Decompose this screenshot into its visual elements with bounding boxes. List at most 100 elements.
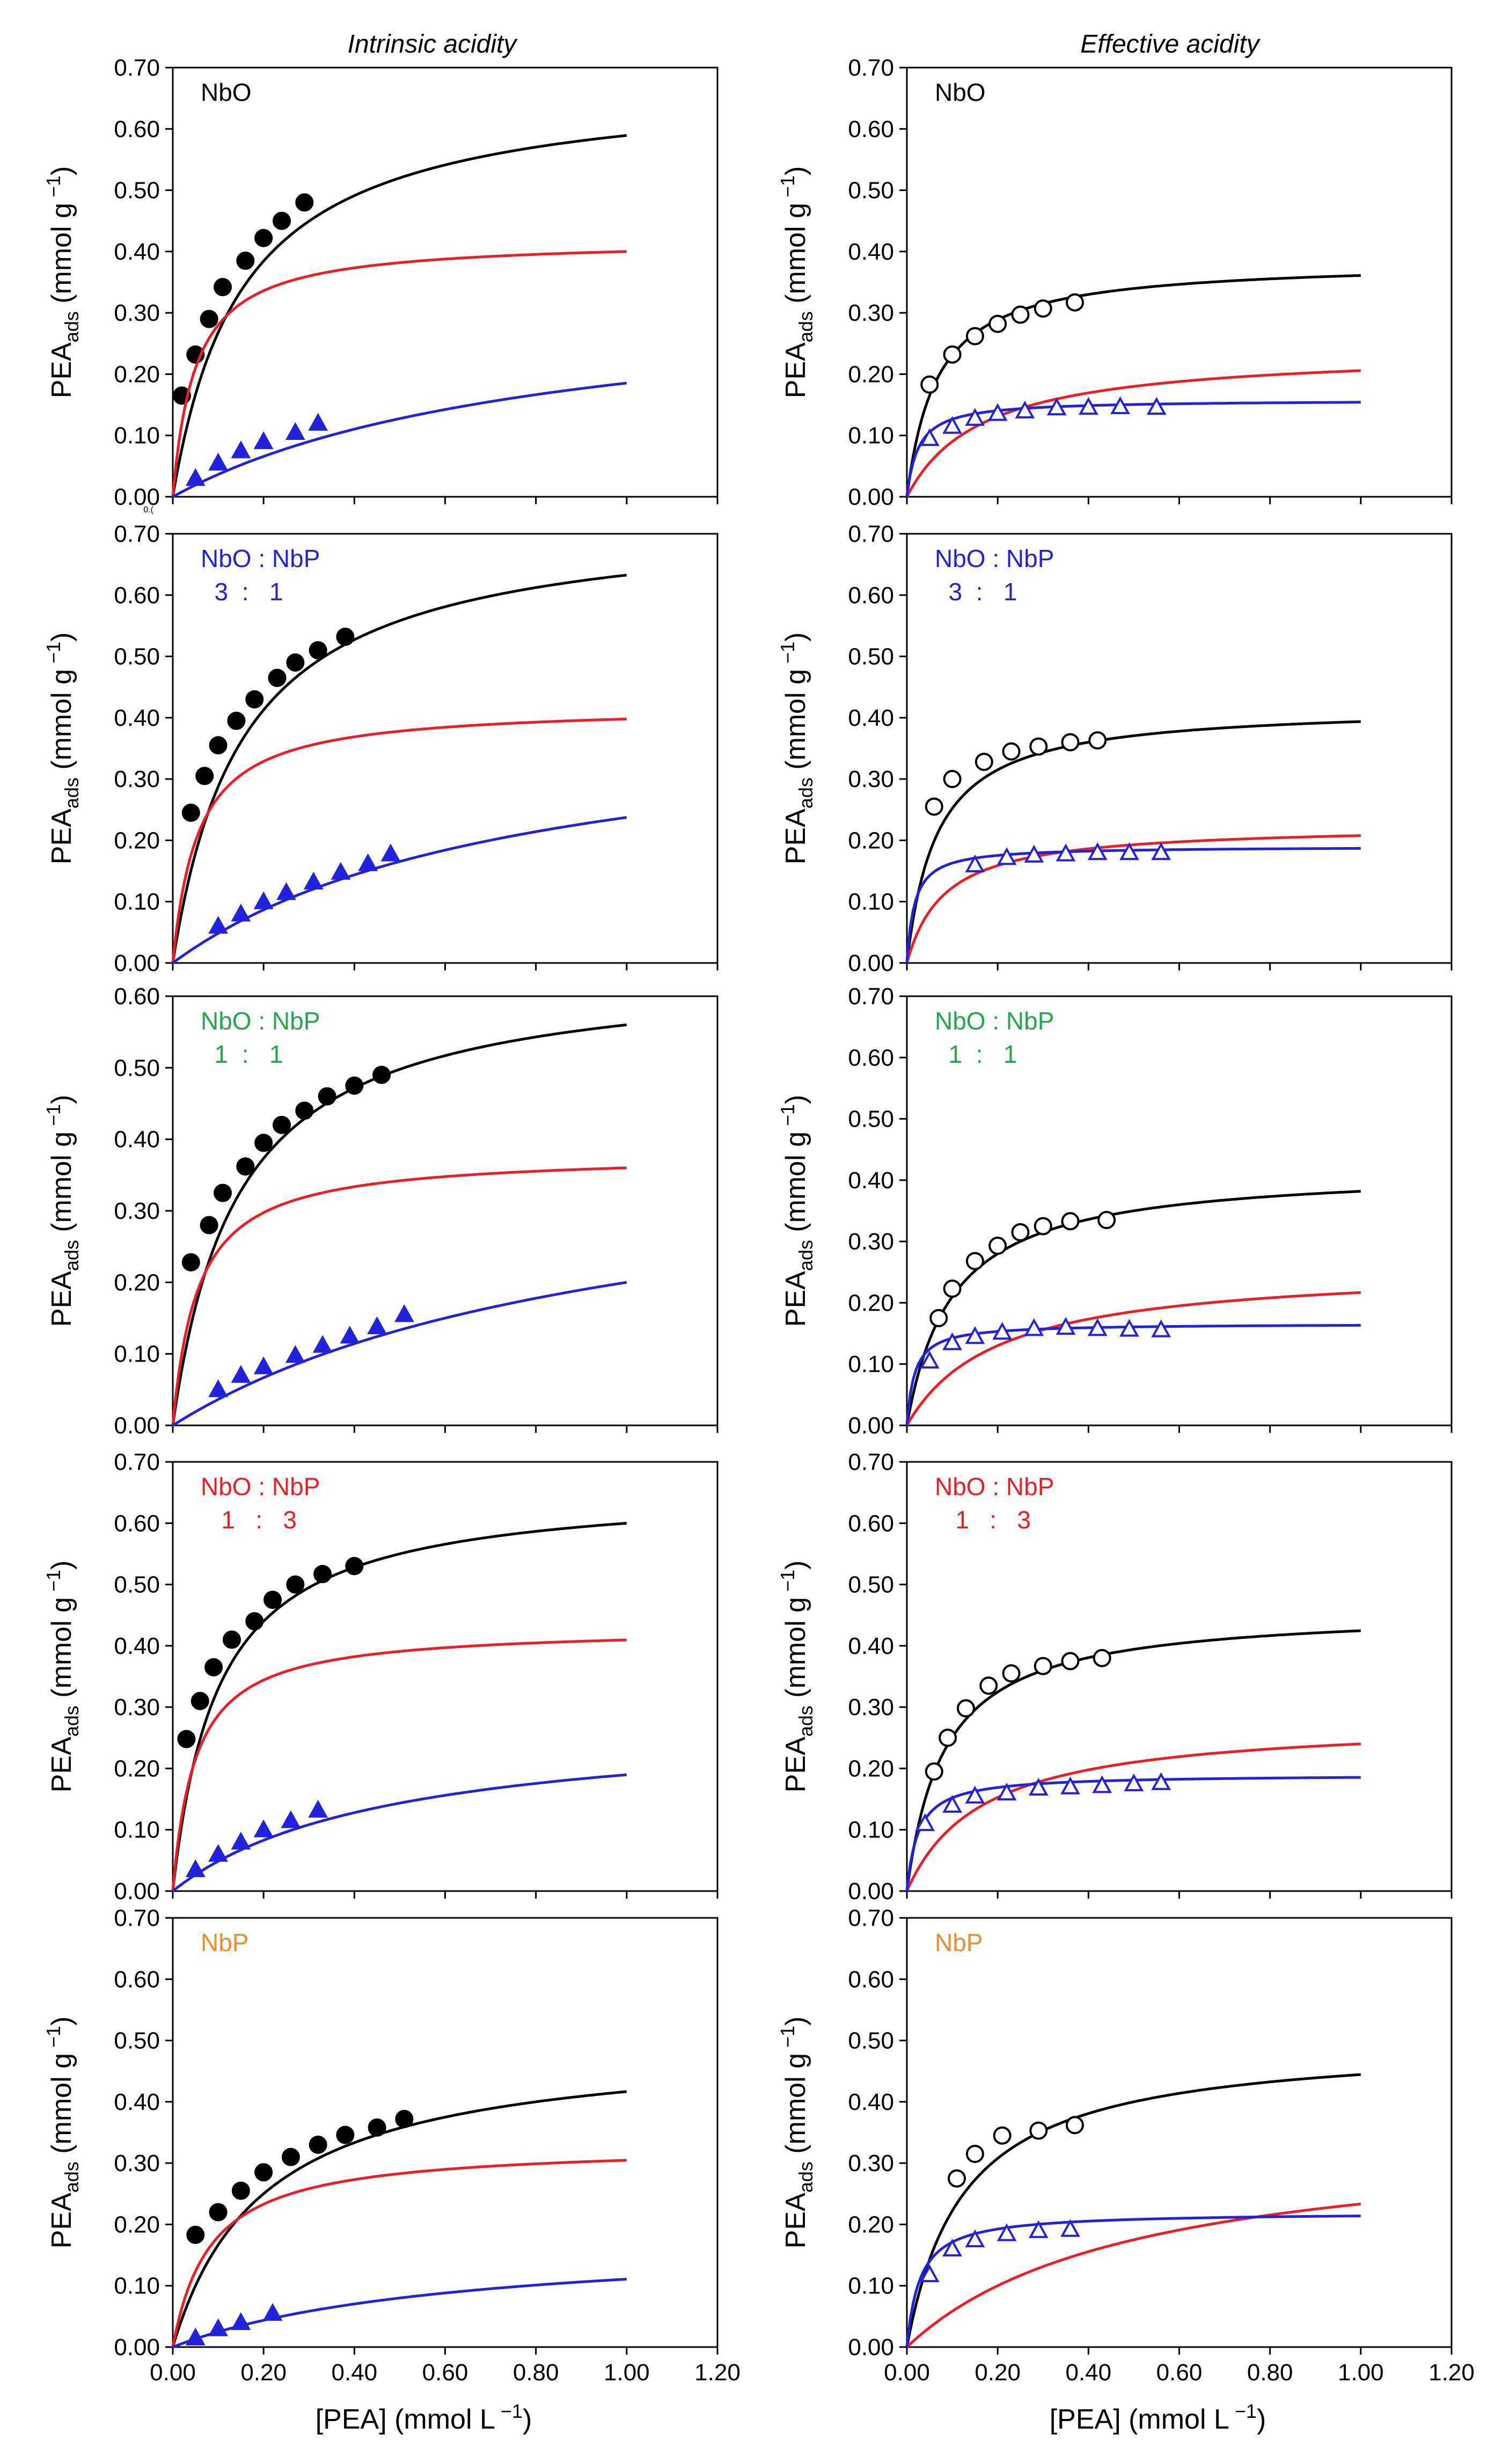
y-label-sub: ads	[795, 311, 817, 342]
y-tick-label: 0.50	[114, 178, 160, 204]
y-label-unit: (mmol g	[46, 1131, 77, 1240]
y-label-main: PEA	[46, 808, 77, 864]
y-axis-label: PEAads (mmol g −1)	[776, 632, 817, 865]
panel-intrinsic-1: 0.00 0.10 0.20 0.30 0.40 0.50 0.60 0.70 PEAads (…	[42, 521, 719, 976]
data-point-weak	[1119, 842, 1139, 860]
sample-label: NbP	[201, 1929, 248, 1957]
y-axis-label: PEAads (mmol g −1)	[42, 2017, 83, 2249]
sample-label: 3 : 1	[201, 578, 283, 606]
data-point-total	[1093, 1649, 1111, 1667]
data-point-total	[336, 628, 355, 646]
data-point-weak	[285, 1345, 305, 1363]
y-tick-label: 0.60	[848, 1966, 894, 1992]
y-label-sub: ads	[795, 777, 817, 808]
data-point-weak	[997, 847, 1017, 865]
x-label-main: [PEA] (mmol L	[316, 2404, 495, 2435]
y-label-sup: −1	[42, 642, 64, 669]
panel-intrinsic-3: 0.00 0.10 0.20 0.30 0.40 0.50 0.60 0.70 PEAads (…	[42, 1449, 719, 1904]
y-axis-label: PEAads (mmol g −1)	[42, 632, 83, 865]
y-tick-label: 0.10	[114, 1817, 160, 1843]
y-tick-label: 0.60	[848, 1045, 894, 1071]
column-title-intrinsic: Intrinsic acidity	[348, 30, 518, 58]
data-point-weak	[262, 2303, 283, 2321]
x-tick-label: 0.40	[1066, 2359, 1112, 2386]
data-point-total	[336, 2125, 355, 2144]
y-label-close: )	[46, 632, 77, 642]
y-tick-label: 0.00	[114, 1413, 160, 1439]
y-label-main: PEA	[780, 342, 811, 398]
data-point-total	[309, 641, 327, 660]
panel-effective-2: 0.00 0.10 0.20 0.30 0.40 0.50 0.60 0.70 PEAads (…	[776, 983, 1453, 1439]
y-tick-label: 0.00	[848, 2334, 894, 2360]
data-point-weak	[380, 843, 401, 862]
y-label-sub: ads	[61, 311, 83, 342]
y-tick-label: 0.20	[114, 1269, 160, 1296]
y-label-sup: −1	[42, 1570, 64, 1597]
plot-frame	[172, 1917, 719, 2348]
y-label-close: )	[780, 632, 811, 642]
data-point-total	[295, 1101, 314, 1120]
y-axis-label: PEAads (mmol g −1)	[776, 1561, 817, 1793]
sample-label: NbO : NbP	[935, 1007, 1054, 1035]
data-point-total	[254, 2163, 273, 2182]
x-tick-label: 0.80	[513, 2359, 559, 2386]
y-tick-label: 0.60	[848, 582, 894, 608]
data-point-weak	[919, 428, 940, 446]
data-point-total	[1097, 1211, 1116, 1230]
stray-tick-fragment: 0.(	[143, 505, 153, 514]
y-tick-label: 0.70	[114, 1449, 160, 1475]
y-tick-label: 0.60	[114, 1966, 160, 1992]
y-label-sub: ads	[61, 2161, 83, 2193]
fit-curve-weak	[905, 401, 1361, 497]
y-tick-label: 0.10	[114, 1341, 160, 1367]
data-point-total	[395, 2109, 414, 2128]
data-point-total	[956, 1699, 975, 1718]
y-label-sup: −1	[42, 2026, 64, 2053]
panel-effective-4: 0.00 0.10 0.20 0.30 0.40 0.50 0.60 0.70 0.00 0.20…	[776, 1905, 1475, 2435]
y-label-sup: −1	[776, 1104, 798, 1131]
y-label-unit: (mmol g	[780, 669, 811, 777]
fit-curve-total	[171, 1023, 627, 1426]
data-point-total	[227, 711, 246, 730]
data-point-weak	[919, 2264, 940, 2283]
y-tick-label: 0.50	[114, 644, 160, 670]
y-label-unit: (mmol g	[780, 2053, 811, 2161]
y-tick-label: 0.40	[114, 705, 160, 731]
data-point-weak	[281, 1810, 301, 1828]
y-tick-label: 0.70	[114, 55, 160, 81]
x-tick-label: 0.80	[1247, 2359, 1293, 2386]
data-point-total	[222, 1630, 241, 1649]
sample-label: 1 : 3	[935, 1506, 1031, 1534]
x-tick-label: 1.20	[1428, 2359, 1475, 2386]
y-label-sup: −1	[776, 175, 798, 203]
data-point-weak	[919, 1350, 940, 1369]
y-tick-label: 0.60	[114, 116, 160, 142]
data-point-total	[1034, 1217, 1052, 1235]
panel-intrinsic-2: 0.00 0.10 0.20 0.30 0.40 0.50 0.60 PEAads (mmol…	[42, 983, 719, 1439]
y-label-sup: −1	[776, 2026, 798, 2053]
data-point-weak	[253, 891, 274, 909]
y-tick-label: 0.00	[848, 1878, 894, 1904]
y-label-sub: ads	[795, 2161, 817, 2193]
data-point-weak	[1015, 400, 1035, 418]
fit-curve-total	[905, 1629, 1361, 1892]
y-tick-label: 0.10	[848, 889, 894, 915]
data-point-weak	[358, 853, 378, 871]
data-point-weak	[367, 1316, 387, 1334]
y-tick-label: 0.50	[848, 644, 894, 670]
y-tick-label: 0.40	[848, 1633, 894, 1659]
panel-effective-3: 0.00 0.10 0.20 0.30 0.40 0.50 0.60 0.70 PEAads (…	[776, 1449, 1453, 1904]
sample-label: 1 : 3	[201, 1506, 297, 1534]
sample-label: NbO : NbP	[201, 1007, 320, 1035]
data-point-weak	[1087, 1318, 1108, 1336]
data-point-total	[186, 2225, 205, 2244]
column-title-effective: Effective acidity	[1080, 30, 1261, 58]
y-label-main: PEA	[46, 342, 77, 398]
data-point-total	[965, 1252, 984, 1270]
y-tick-label: 0.20	[114, 827, 160, 854]
data-point-weak	[965, 1326, 985, 1344]
data-point-total	[988, 314, 1007, 333]
y-tick-label: 0.40	[114, 2089, 160, 2115]
data-point-weak	[340, 1326, 360, 1344]
data-point-total	[236, 1157, 255, 1176]
